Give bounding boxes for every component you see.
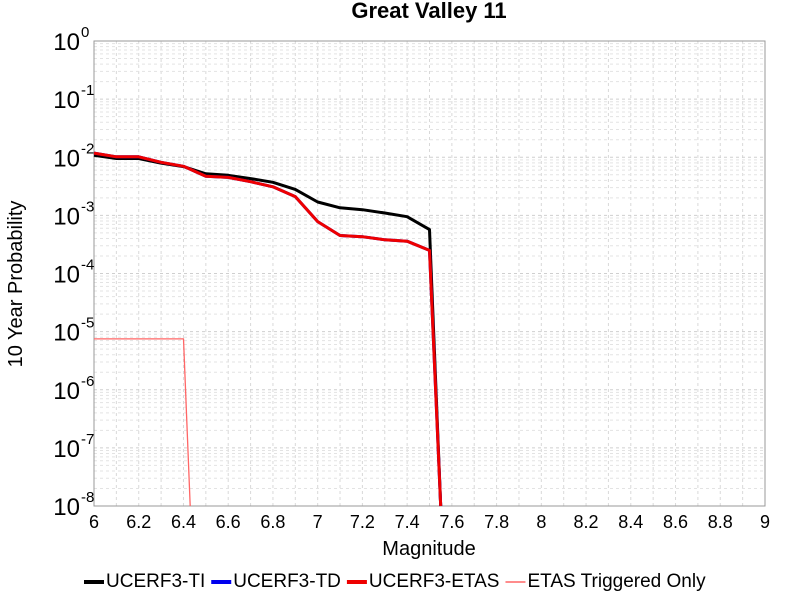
legend-label: UCERF3-TI [106,571,205,592]
y-tick-base: 10 [53,87,80,114]
x-tick-label: 7 [313,512,323,532]
x-tick-label: 6 [89,512,99,532]
legend: UCERF3-TI UCERF3-TD UCERF3-ETAS ETAS Trigge… [84,571,706,592]
legend-entry: UCERF3-TD [211,571,341,592]
y-tick-label: 10 -1 [53,82,94,114]
y-tick-exponent: -6 [81,373,94,390]
legend-entry: ETAS Triggered Only [505,571,706,592]
series-line-etas-triggered-only [94,338,191,507]
x-tick-label: 9 [760,512,770,532]
y-tick-base: 10 [53,203,80,230]
x-tick-label: 6.2 [126,512,151,532]
y-tick-base: 10 [53,378,80,405]
x-tick-label: 7.2 [350,512,375,532]
series-line-ucerf3-etas [93,151,443,507]
x-tick-label: 6.6 [216,512,241,532]
y-tick-exponent: 0 [81,24,89,41]
x-tick-label: 7.8 [484,512,509,532]
y-tick-base: 10 [53,436,80,463]
legend-entry: UCERF3-TI [84,571,205,592]
x-axis-label: Magnitude [382,538,475,560]
y-tick-exponent: -8 [81,489,94,506]
y-tick-base: 10 [53,494,80,521]
x-tick-label: 8.6 [663,512,688,532]
y-tick-label: 10 0 [53,24,89,56]
legend-label: UCERF3-ETAS [369,571,500,592]
y-tick-exponent: -3 [81,198,94,215]
y-tick-label: 10 -5 [53,315,94,347]
x-tick-label: 8.8 [708,512,733,532]
y-tick-base: 10 [53,29,80,56]
y-tick-label: 10 -7 [53,431,94,463]
y-tick-label: 10 -8 [53,489,94,521]
y-tick-exponent: -2 [81,140,94,157]
y-tick-exponent: -7 [81,431,94,448]
legend-entry: UCERF3-ETAS [346,571,500,592]
y-tick-exponent: -4 [81,257,94,274]
y-axis-label: 10 Year Probability [5,201,27,368]
y-tick-exponent: -1 [81,82,94,99]
x-axis-ticks: 6 6.2 6.4 6.6 6.8 7 7.2 7.4 7.6 7.8 8 8.2 8.4 8.6 8.8 9 [89,512,770,532]
y-tick-label: 10 -2 [53,140,94,172]
y-tick-label: 10 -6 [53,373,94,405]
y-tick-exponent: -5 [81,315,94,332]
x-tick-label: 8.2 [574,512,599,532]
series-layer [93,151,443,507]
y-tick-base: 10 [53,145,80,172]
y-tick-label: 10 -3 [53,198,94,230]
x-tick-label: 8 [536,512,546,532]
y-tick-base: 10 [53,320,80,347]
legend-label: UCERF3-TD [233,571,341,592]
x-tick-label: 7.6 [439,512,464,532]
x-tick-label: 6.8 [260,512,285,532]
legend-label: ETAS Triggered Only [527,571,706,592]
x-tick-label: 8.4 [618,512,643,532]
y-tick-label: 10 -4 [53,257,94,289]
plot-area-frame [93,40,766,507]
chart-title: Great Valley 11 [351,0,506,23]
grid-lines [93,41,766,507]
x-tick-label: 6.4 [171,512,196,532]
x-tick-label: 7.4 [395,512,420,532]
y-tick-base: 10 [53,262,80,289]
